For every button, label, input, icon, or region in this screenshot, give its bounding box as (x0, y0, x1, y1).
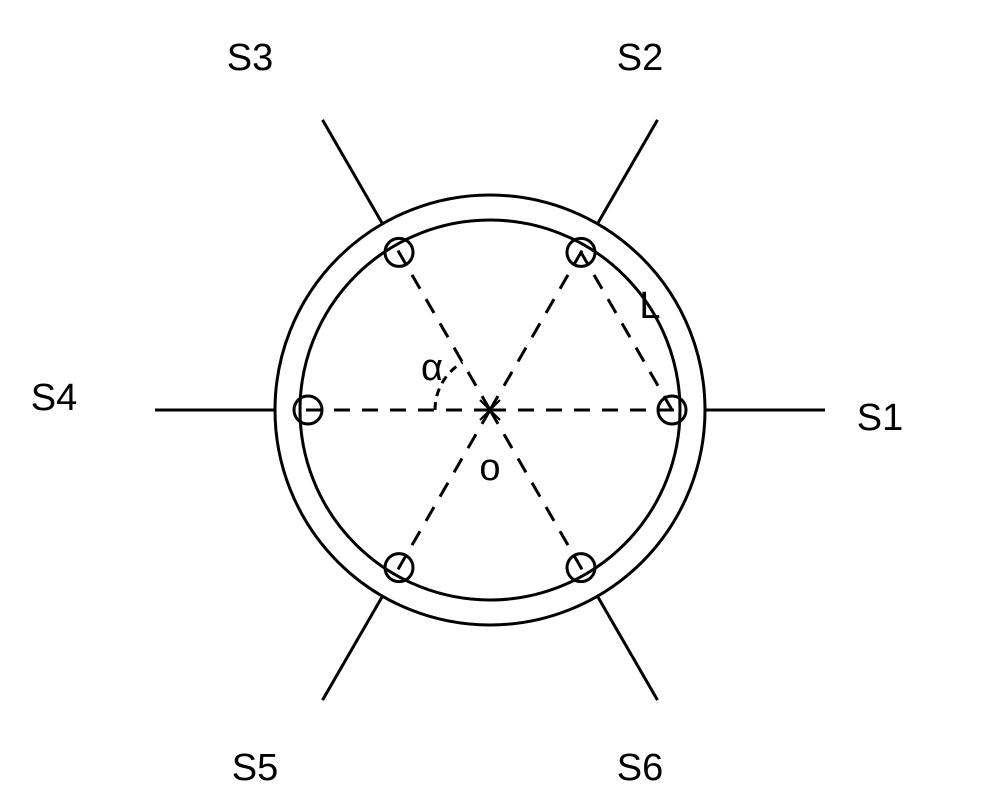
radial-dashed-S5 (395, 410, 490, 575)
label-S4: S4 (31, 377, 77, 419)
radial-dashed-S6 (490, 410, 585, 575)
radial-dashed-S2 (490, 245, 585, 410)
label-S3: S3 (227, 37, 273, 79)
leader-line-S6 (598, 596, 658, 700)
leader-line-S3 (323, 120, 383, 224)
leader-line-S2 (598, 120, 658, 224)
label-S2: S2 (617, 37, 663, 79)
label-o: o (479, 447, 500, 489)
label-alpha: α (421, 347, 443, 389)
label-L: L (639, 285, 660, 327)
label-S6: S6 (617, 747, 663, 789)
label-S5: S5 (232, 747, 278, 789)
leader-line-S5 (323, 596, 383, 700)
label-S1: S1 (857, 397, 903, 439)
